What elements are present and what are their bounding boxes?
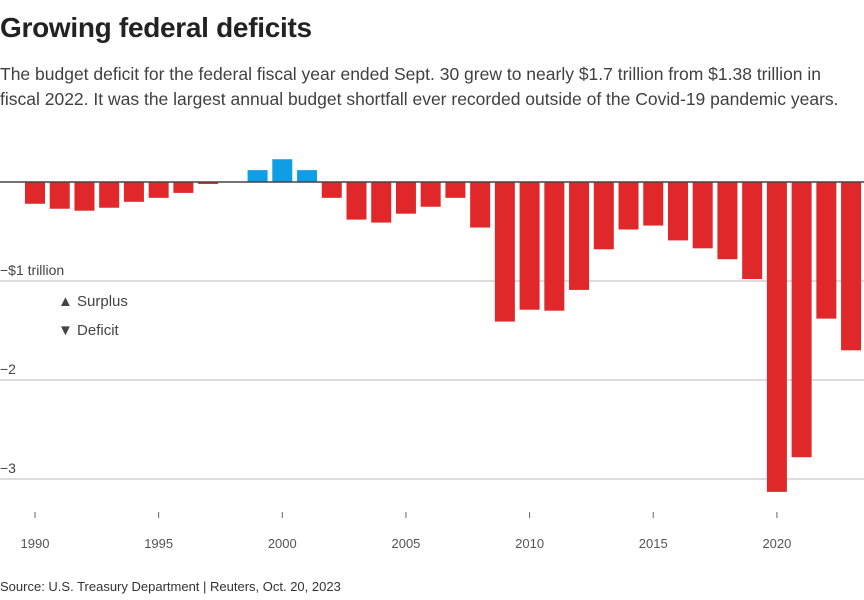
- x-tick-label: 2005: [391, 536, 420, 551]
- bar-1990: [25, 182, 45, 204]
- chart-subtitle: The budget deficit for the federal fisca…: [0, 64, 839, 109]
- y-tick-label: −3: [0, 460, 16, 476]
- bar-2002: [321, 182, 342, 198]
- bar-2006: [420, 182, 441, 207]
- bar-1995: [148, 182, 169, 198]
- bar-2005: [395, 182, 416, 214]
- y-tick-label: −$1 trillion: [0, 262, 64, 278]
- bar-1991: [49, 182, 70, 209]
- x-tick-label: 1995: [144, 536, 173, 551]
- bar-2015: [643, 182, 664, 226]
- bar-1992: [74, 182, 95, 211]
- bar-2000: [272, 159, 293, 182]
- bar-2008: [470, 182, 491, 228]
- x-tick-label: 2015: [639, 536, 668, 551]
- bar-2004: [371, 182, 392, 223]
- bar-2023: [841, 182, 862, 351]
- legend-deficit: ▼ Deficit: [58, 322, 120, 339]
- chart-title: Growing federal deficits: [0, 12, 312, 43]
- bar-2010: [519, 182, 540, 310]
- bar-2007: [445, 182, 466, 198]
- bar-2013: [593, 182, 614, 250]
- bar-2001: [297, 170, 318, 182]
- bar-1996: [173, 182, 194, 193]
- source-note: Source: U.S. Treasury Department | Reute…: [0, 579, 341, 594]
- bar-1999: [247, 170, 268, 182]
- bar-2019: [742, 182, 763, 280]
- bar-1993: [99, 182, 120, 208]
- legend-surplus: ▲ Surplus: [58, 293, 128, 310]
- bar-2017: [692, 182, 713, 249]
- y-tick-label: −2: [0, 361, 16, 377]
- bar-2011: [544, 182, 565, 311]
- bar-2021: [791, 182, 812, 458]
- bar-2018: [717, 182, 738, 260]
- bar-2003: [346, 182, 367, 220]
- x-tick-label: 2020: [762, 536, 791, 551]
- bar-2012: [569, 182, 590, 290]
- bar-2020: [766, 182, 787, 492]
- bar-2016: [667, 182, 688, 241]
- x-tick-label: 1990: [21, 536, 50, 551]
- bar-1994: [123, 182, 144, 202]
- bar-1997: [198, 182, 219, 184]
- x-tick-label: 2010: [515, 536, 544, 551]
- bar-2022: [816, 182, 837, 319]
- x-tick-label: 2000: [268, 536, 297, 551]
- bar-2009: [494, 182, 515, 322]
- bar-2014: [618, 182, 639, 230]
